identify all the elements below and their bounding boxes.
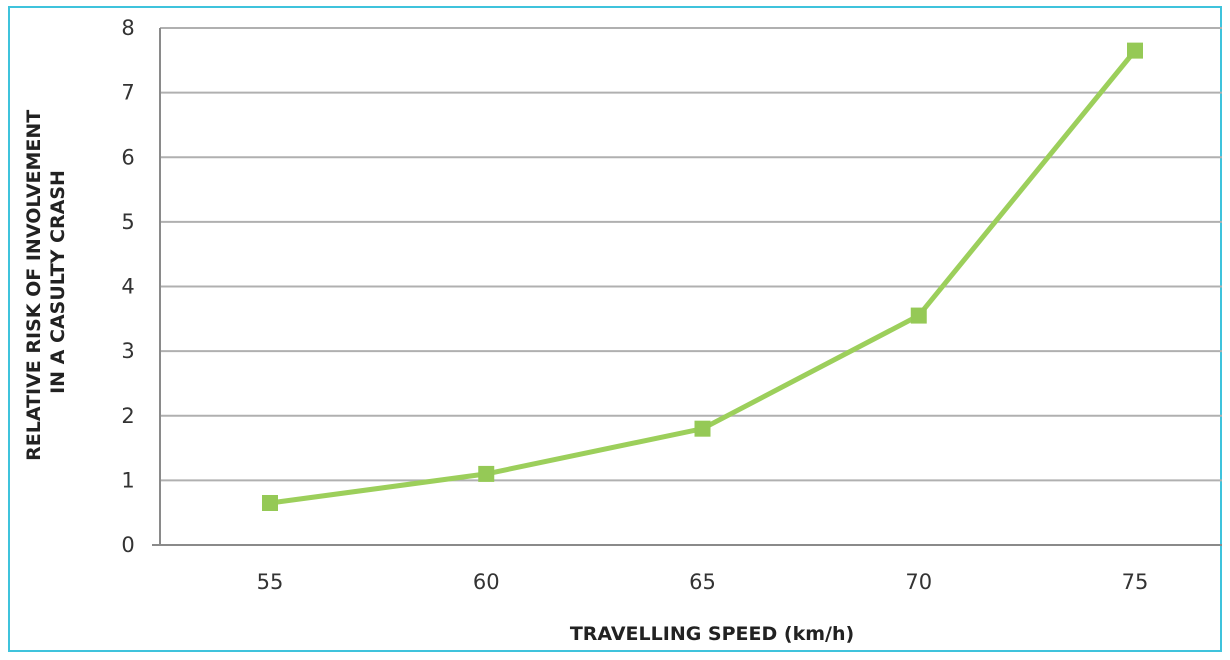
x-tick-labels: 55 60 65 70 75 — [257, 570, 1149, 594]
axes — [152, 28, 1222, 546]
x-tick-label: 70 — [905, 570, 932, 594]
data-point-marker — [478, 465, 495, 482]
y-tick-label: 0 — [121, 533, 134, 557]
y-axis-title-line-1: RELATIVE RISK OF INVOLVEMENT — [23, 110, 45, 461]
data-point-marker — [910, 307, 927, 324]
x-tick-label: 75 — [1122, 570, 1149, 594]
x-axis-title: TRAVELLING SPEED (km/h) — [570, 623, 854, 645]
gridlines — [160, 27, 1222, 482]
y-tick-label: 8 — [121, 16, 134, 40]
y-tick-labels: 0 1 2 3 4 5 6 7 8 — [121, 16, 134, 557]
y-axis-title: RELATIVE RISK OF INVOLVEMENT IN A CASULT… — [23, 103, 69, 461]
y-tick-label: 2 — [121, 404, 134, 428]
y-tick-label: 7 — [121, 81, 134, 105]
y-tick-label: 5 — [121, 210, 134, 234]
y-tick-label: 6 — [121, 145, 134, 169]
y-axis-title-line-2: IN A CASULTY CRASH — [47, 170, 69, 394]
data-point-marker — [1127, 42, 1143, 59]
x-tick-label: 65 — [689, 570, 716, 594]
x-tick-label: 55 — [257, 570, 284, 594]
series — [262, 42, 1143, 511]
y-tick-label: 1 — [121, 468, 134, 492]
x-tick-label: 60 — [473, 570, 500, 594]
y-tick-label: 3 — [121, 339, 134, 363]
data-point-marker — [694, 420, 711, 437]
data-point-marker — [262, 494, 278, 511]
y-tick-label: 4 — [121, 275, 134, 299]
